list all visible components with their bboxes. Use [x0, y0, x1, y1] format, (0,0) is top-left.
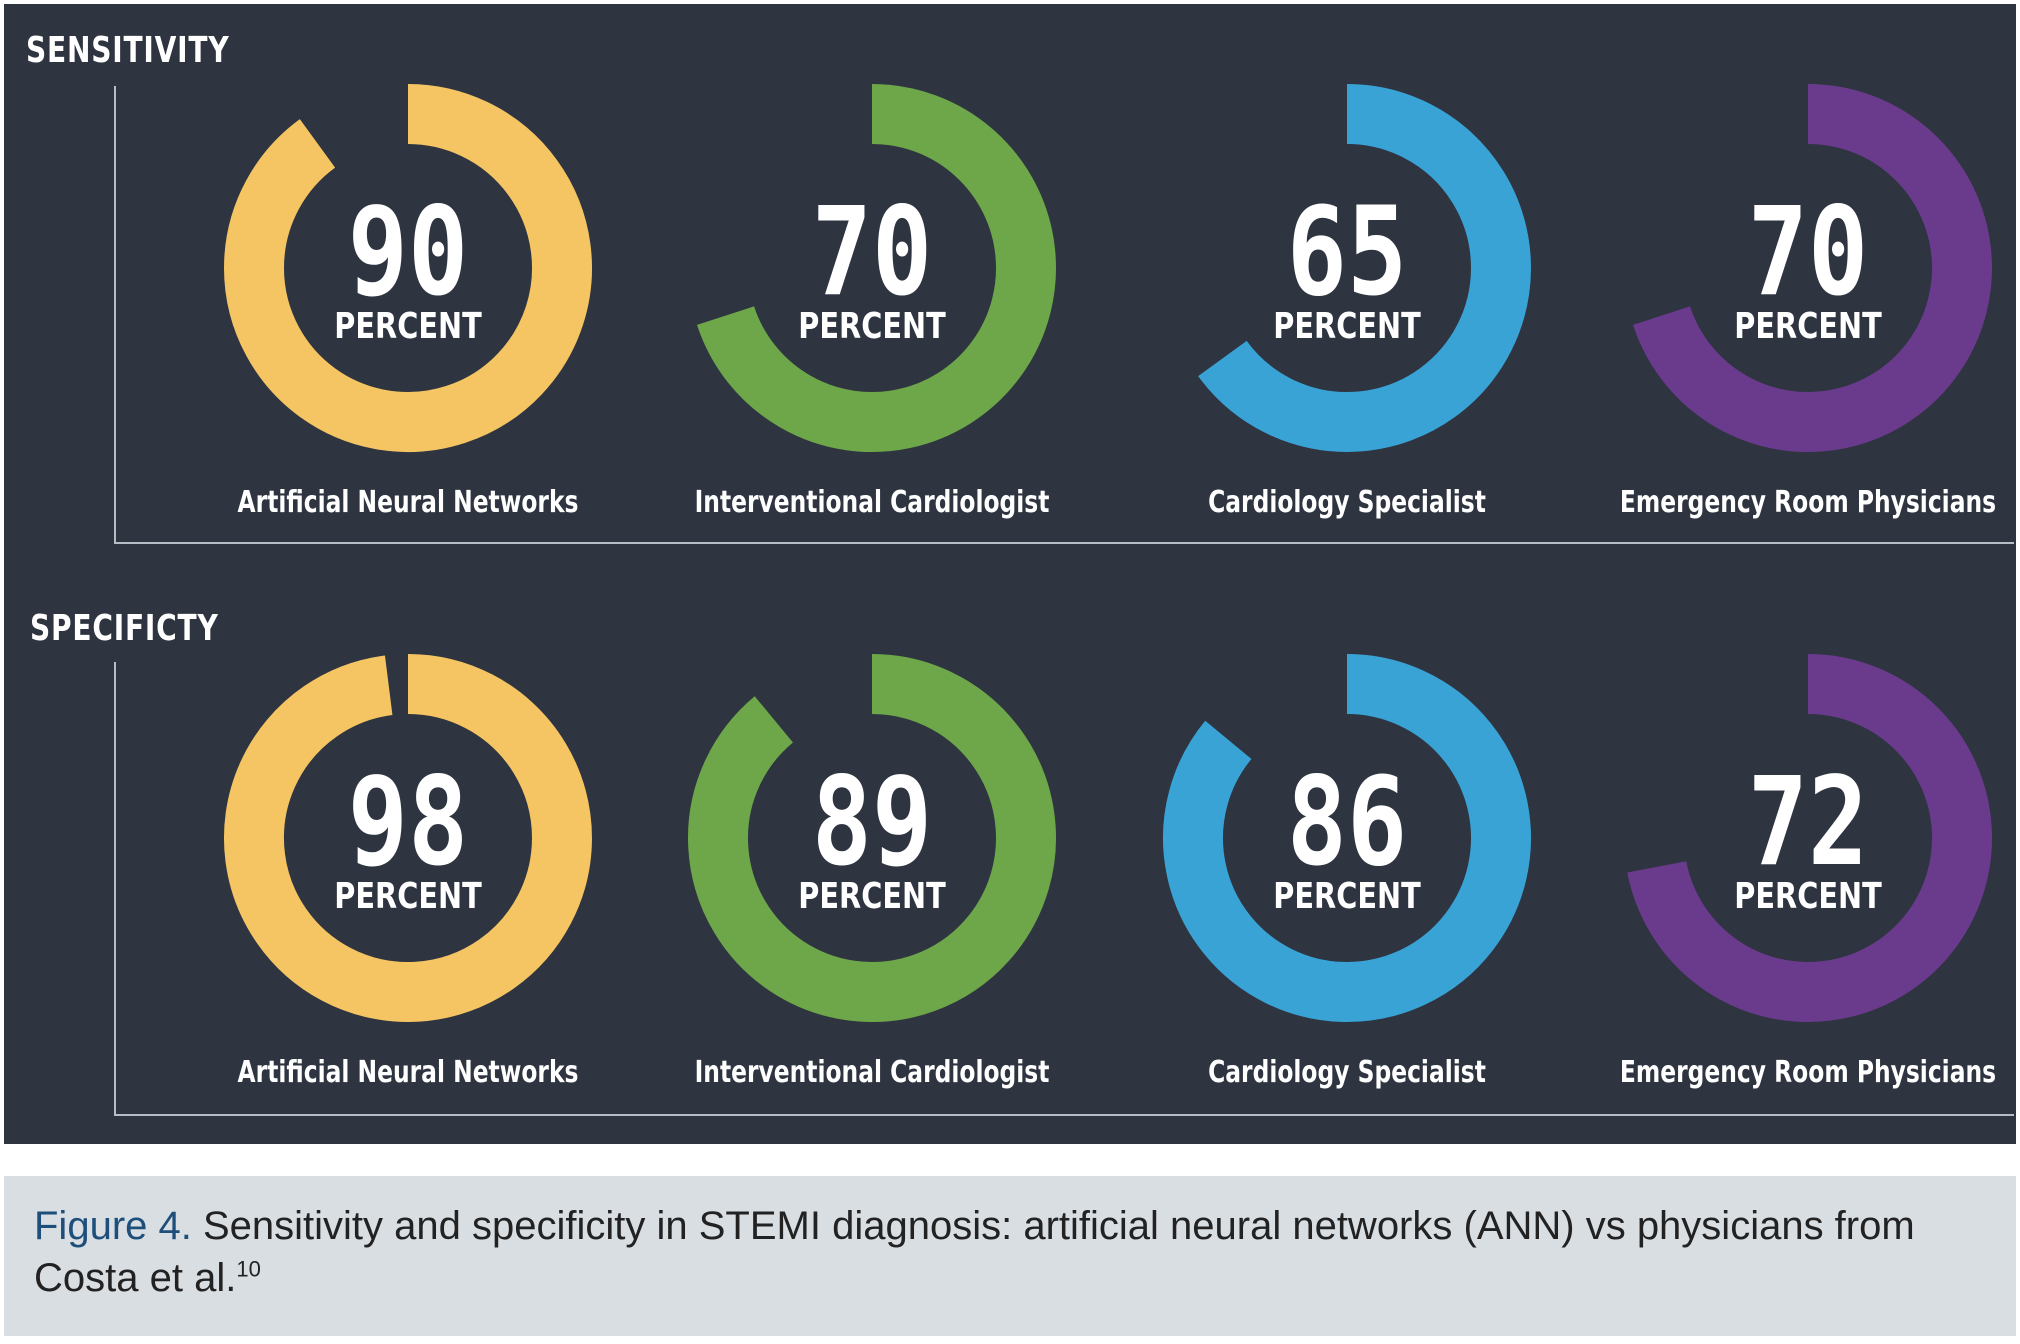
specificity-value-1: 98: [348, 751, 468, 893]
specificity-category-label-3: Cardiology Specialist: [1208, 1055, 1486, 1090]
specificity-gauge-arc-1: [224, 654, 592, 1022]
section-title-sensitivity: SENSITIVITY: [26, 30, 230, 71]
specificity-axis-vertical: [114, 662, 116, 1116]
specificity-unit-label-3: PERCENT: [1273, 875, 1421, 917]
sensitivity-category-label-3: Cardiology Specialist: [1208, 485, 1486, 520]
sensitivity-category-label-1: Artificial Neural Networks: [238, 485, 579, 520]
sensitivity-value-1: 90: [348, 181, 468, 323]
sensitivity-value-2: 70: [812, 181, 932, 323]
sensitivity-category-label-2: Interventional Cardiologist: [695, 485, 1050, 520]
specificity-unit-label-2: PERCENT: [798, 875, 946, 917]
sensitivity-value-3: 65: [1287, 181, 1407, 323]
sensitivity-unit-label-3: PERCENT: [1273, 305, 1421, 347]
specificity-category-label-4: Emergency Room Physicians: [1620, 1055, 1996, 1090]
specificity-gauge-arc-2: [688, 654, 1056, 1022]
specificity-value-4: 72: [1748, 751, 1868, 893]
section-title-specificity: SPECIFICTY: [30, 608, 219, 649]
caption-reference: 10: [236, 1256, 261, 1282]
sensitivity-unit-label-2: PERCENT: [798, 305, 946, 347]
sensitivity-unit-label-1: PERCENT: [334, 305, 482, 347]
specificity-value-2: 89: [812, 751, 932, 893]
specificity-unit-label-1: PERCENT: [334, 875, 482, 917]
caption-box: Figure 4. Sensitivity and specificity in…: [4, 1176, 2016, 1336]
sensitivity-gauge-arc-1: [224, 84, 592, 452]
sensitivity-gauge-arc-2: [697, 84, 1056, 452]
sensitivity-unit-label-4: PERCENT: [1734, 305, 1882, 347]
specificity-value-3: 86: [1287, 751, 1407, 893]
sensitivity-gauge-arc-4: [1633, 84, 1992, 452]
caption-text: Sensitivity and specificity in STEMI dia…: [34, 1204, 1915, 1300]
specificity-category-label-1: Artificial Neural Networks: [238, 1055, 579, 1090]
specificity-category-label-2: Interventional Cardiologist: [695, 1055, 1050, 1090]
sensitivity-category-label-4: Emergency Room Physicians: [1620, 485, 1996, 520]
sensitivity-gauge-arc-3: [1198, 84, 1531, 452]
specificity-gauge-arc-3: [1163, 654, 1531, 1022]
sensitivity-value-4: 70: [1748, 181, 1868, 323]
figure-caption: Figure 4. Sensitivity and specificity in…: [34, 1200, 1994, 1304]
specificity-axis-horizontal: [114, 1114, 2014, 1116]
specificity-unit-label-4: PERCENT: [1734, 875, 1882, 917]
caption-label: Figure 4.: [34, 1204, 192, 1248]
sensitivity-axis-horizontal: [114, 542, 2014, 544]
specificity-gauge-arc-4: [1627, 654, 1992, 1022]
sensitivity-axis-vertical: [114, 86, 116, 544]
